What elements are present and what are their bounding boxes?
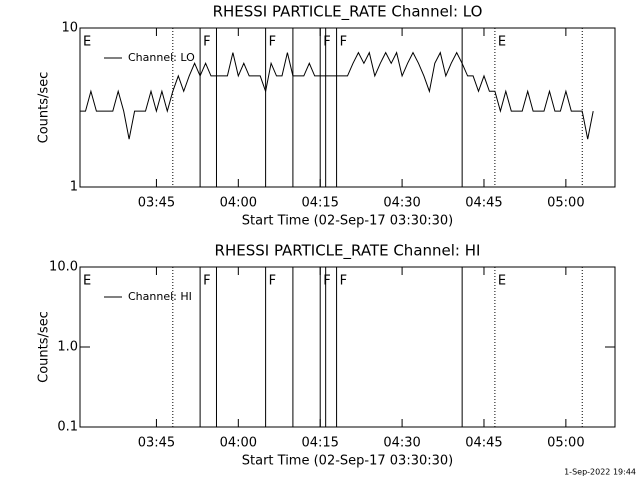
x-tick-label: 04:00 (220, 436, 257, 451)
data-line (80, 51, 594, 140)
x-axis-label: Start Time (02-Sep-17 03:30:30) (242, 454, 453, 469)
x-tick-label: 04:45 (465, 436, 502, 451)
chart-title: RHESSI PARTICLE_RATE Channel: LO (213, 3, 483, 22)
chart-title: RHESSI PARTICLE_RATE Channel: HI (215, 242, 481, 261)
x-tick-label: 04:15 (301, 196, 338, 211)
annotation: E (498, 274, 506, 289)
annotation: F (203, 274, 210, 289)
x-axis-label: Start Time (02-Sep-17 03:30:30) (242, 214, 453, 229)
y-tick-label: 1.0 (57, 340, 78, 355)
x-tick-label: 03:45 (138, 196, 175, 211)
annotation: F (323, 35, 330, 50)
y-axis-label: Counts/sec (37, 72, 52, 144)
annotation: F (323, 274, 330, 289)
x-tick-label: 04:00 (220, 196, 257, 211)
annotation: E (83, 274, 91, 289)
x-tick-label: 03:45 (138, 436, 175, 451)
y-tick-label: 10 (61, 21, 78, 36)
plot-frame (79, 27, 616, 188)
annotation: E (498, 35, 506, 50)
annotation: F (340, 274, 347, 289)
annotation: F (340, 35, 347, 50)
x-tick-label: 04:45 (465, 196, 502, 211)
footer: 1-Sep-2022 19:44 (564, 468, 636, 477)
x-tick-label: 05:00 (547, 196, 584, 211)
y-tick-label: 0.1 (57, 420, 78, 435)
y-tick-label: 10.0 (49, 260, 78, 275)
y-axis-label: Counts/sec (37, 311, 52, 383)
annotation: E (83, 35, 91, 50)
annotation: F (203, 35, 210, 50)
legend-label: Channel: HI (128, 290, 192, 303)
annotation: F (269, 35, 276, 50)
x-tick-label: 04:30 (383, 196, 420, 211)
x-tick-label: 04:15 (301, 436, 338, 451)
x-tick-label: 05:00 (547, 436, 584, 451)
x-tick-label: 04:30 (383, 436, 420, 451)
annotation: F (269, 274, 276, 289)
legend-label: Channel: LO (128, 51, 195, 64)
y-tick-label: 1 (70, 180, 78, 195)
